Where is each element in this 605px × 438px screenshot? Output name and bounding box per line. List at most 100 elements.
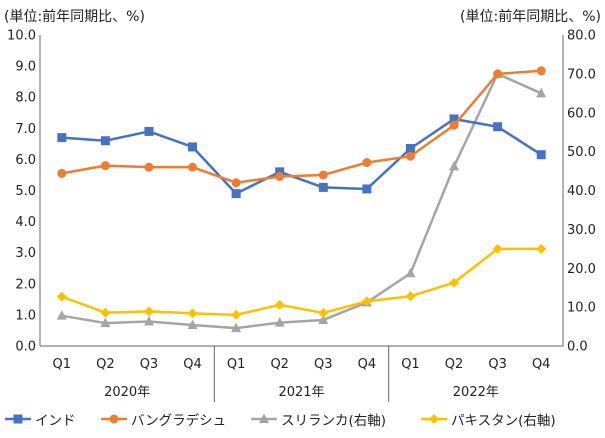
x-tick-label: Q3 — [314, 357, 333, 372]
series-line-3 — [61, 247, 542, 317]
legend-marker — [259, 413, 269, 423]
right-tick-label: 50.0 — [567, 145, 596, 160]
legend: インド バングラデシュ スリランカ(右軸) パキスタン(右軸) — [0, 408, 605, 430]
data-point-2 — [56, 310, 67, 320]
data-point-0 — [405, 144, 415, 154]
legend-item: バングラデシュ — [100, 408, 226, 430]
data-point-0 — [231, 189, 241, 199]
data-point-3 — [100, 307, 111, 318]
data-point-2 — [143, 316, 154, 326]
data-point-1 — [536, 66, 546, 76]
x-tick-label: Q4 — [532, 357, 551, 372]
right-tick-label: 20.0 — [567, 262, 596, 277]
left-axis-unit-label: (単位:前年同期比、%) — [4, 9, 145, 25]
left-tick-label: 8.0 — [15, 91, 36, 106]
right-tick-label: 80.0 — [567, 29, 596, 44]
legend-label: インド — [35, 413, 76, 429]
data-point-2 — [274, 317, 285, 327]
legend-item: パキスタン(右軸) — [420, 408, 556, 430]
data-point-1 — [275, 172, 285, 182]
data-point-3 — [143, 306, 154, 317]
legend-swatch — [5, 414, 31, 424]
data-point-0 — [57, 133, 67, 143]
data-point-0 — [144, 126, 154, 136]
x-tick-label: Q4 — [183, 357, 202, 372]
legend-label: スリランカ(右軸) — [281, 413, 387, 429]
data-point-1 — [362, 158, 372, 168]
data-point-1 — [144, 162, 154, 172]
year-label: 2021年 — [278, 385, 324, 400]
data-point-3 — [405, 291, 416, 302]
x-tick-label: Q2 — [445, 357, 464, 372]
legend-marker — [13, 414, 23, 424]
data-point-1 — [231, 178, 241, 188]
x-tick-label: Q2 — [96, 357, 115, 372]
data-point-0 — [493, 122, 503, 132]
year-label: 2020年 — [104, 385, 150, 400]
data-point-2 — [536, 87, 547, 98]
left-tick-label: 3.0 — [15, 246, 36, 261]
left-tick-label: 1.0 — [15, 308, 36, 323]
right-tick-label: 0.0 — [567, 340, 588, 355]
legend-swatch — [101, 414, 127, 424]
data-point-0 — [318, 182, 328, 192]
data-point-2 — [231, 322, 242, 333]
data-point-1 — [405, 151, 415, 161]
left-tick-label: 4.0 — [15, 215, 36, 230]
legend-item: インド — [4, 408, 76, 430]
data-point-2 — [405, 267, 416, 278]
left-tick-label: 7.0 — [15, 122, 36, 137]
x-tick-label: Q3 — [488, 357, 507, 372]
x-tick-label: Q2 — [270, 357, 289, 372]
data-point-3 — [56, 291, 67, 302]
data-point-3 — [536, 243, 547, 254]
data-point-1 — [493, 69, 503, 79]
data-point-1 — [449, 120, 459, 130]
left-tick-label: 6.0 — [15, 153, 36, 168]
x-tick-label: Q1 — [401, 357, 420, 372]
data-point-2 — [318, 314, 329, 324]
data-point-0 — [449, 114, 459, 124]
data-point-3 — [231, 309, 242, 320]
series-line-0 — [61, 117, 542, 195]
data-point-2 — [449, 160, 460, 171]
data-point-0 — [188, 142, 198, 152]
legend-label: バングラデシュ — [131, 413, 227, 429]
legend-swatch — [251, 413, 277, 423]
data-point-3 — [187, 308, 198, 319]
x-tick-label: Q1 — [227, 357, 246, 372]
data-point-3 — [492, 243, 503, 254]
data-point-2 — [187, 319, 198, 330]
left-tick-label: 9.0 — [15, 60, 36, 75]
x-tick-label: Q1 — [53, 357, 72, 372]
series-line-1 — [61, 69, 542, 184]
data-point-3 — [318, 307, 329, 318]
data-point-3 — [449, 277, 460, 288]
data-point-3 — [274, 299, 285, 310]
right-tick-label: 60.0 — [567, 106, 596, 121]
series-line-2 — [61, 72, 542, 330]
legend-marker — [109, 414, 119, 424]
plot-area: 0.0 1.0 2.0 3.0 4.0 5.0 6.0 7.0 8.0 9.0 10.0 0.0 10.… — [7, 29, 596, 402]
data-point-0 — [100, 136, 110, 146]
x-tick-label: Q4 — [358, 357, 377, 372]
year-label: 2022年 — [453, 385, 499, 400]
legend-marker — [429, 414, 439, 424]
data-point-0 — [275, 167, 285, 177]
left-tick-label: 0.0 — [15, 340, 36, 355]
right-tick-label: 40.0 — [567, 184, 596, 199]
right-tick-label: 70.0 — [567, 67, 596, 82]
data-point-0 — [362, 184, 372, 194]
data-point-1 — [100, 161, 110, 171]
right-tick-label: 30.0 — [567, 223, 596, 238]
data-point-1 — [318, 170, 328, 180]
data-point-1 — [188, 162, 198, 172]
data-point-3 — [361, 296, 372, 307]
legend-item: スリランカ(右軸) — [250, 408, 386, 430]
left-tick-label: 2.0 — [15, 277, 36, 292]
x-tick-label: Q3 — [140, 357, 159, 372]
left-tick-label: 10.0 — [7, 29, 36, 44]
right-axis-unit-label: (単位:前年同期比、%) — [460, 9, 601, 25]
legend-label: パキスタン(右軸) — [451, 413, 556, 429]
